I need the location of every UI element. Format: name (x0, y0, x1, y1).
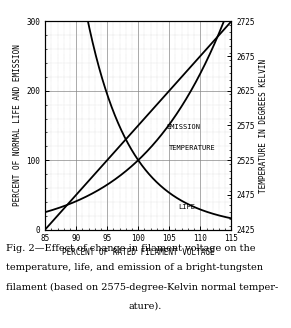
Y-axis label: PERCENT OF NORMAL LIFE AND EMISSION: PERCENT OF NORMAL LIFE AND EMISSION (13, 45, 22, 206)
Text: ature).: ature). (129, 301, 162, 310)
Text: TEMPERATURE: TEMPERATURE (169, 145, 216, 151)
Text: temperature, life, and emission of a bright-tungsten: temperature, life, and emission of a bri… (6, 263, 263, 272)
X-axis label: PERCENT OF RATED FILAMENT VOLTAGE: PERCENT OF RATED FILAMENT VOLTAGE (62, 248, 214, 256)
Text: Fig. 2—Effect of change in filament voltage on the: Fig. 2—Effect of change in filament volt… (6, 244, 255, 253)
Text: filament (based on 2575-degree-Kelvin normal temper-: filament (based on 2575-degree-Kelvin no… (6, 282, 278, 292)
Y-axis label: TEMPERATURE IN DEGREES KELVIN: TEMPERATURE IN DEGREES KELVIN (259, 58, 268, 193)
Text: LIFE: LIFE (179, 204, 196, 210)
Text: EMISSION: EMISSION (166, 124, 200, 130)
